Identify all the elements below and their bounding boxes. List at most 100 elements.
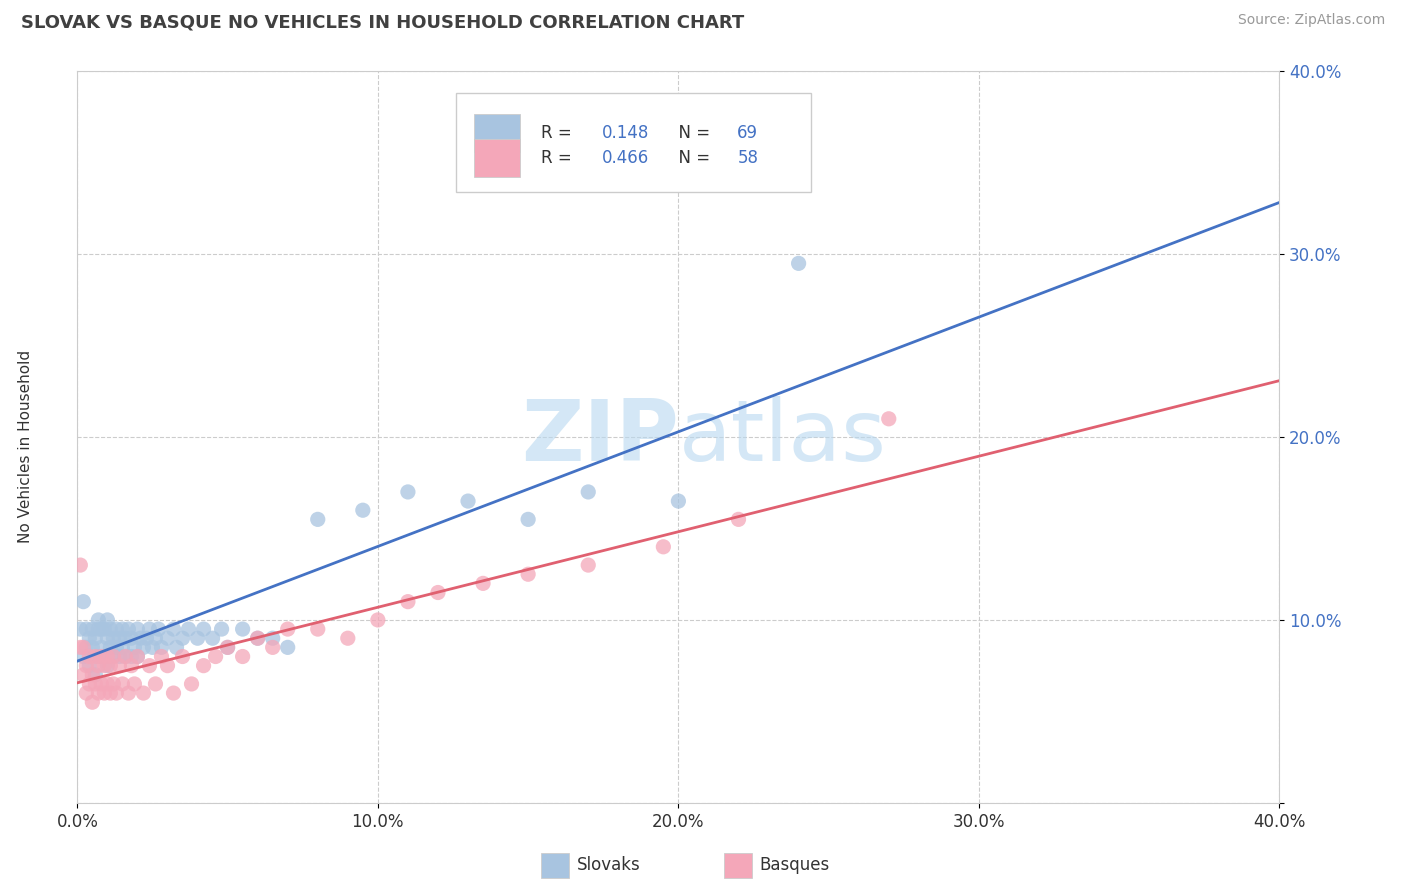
Point [124,677,146,691]
Point [124,640,146,655]
Point [150,649,173,664]
Point [96,613,118,627]
Point [90,649,112,664]
Point [82,695,104,709]
Text: ZIP: ZIP [520,395,679,479]
Point [93,622,115,636]
Text: N =: N = [668,124,714,142]
Point [72,649,94,664]
Point [336,632,359,646]
Point [120,632,142,646]
Point [105,622,128,636]
Text: 0.466: 0.466 [602,149,648,168]
Point [141,640,163,655]
Text: 58: 58 [737,149,758,168]
Text: Basques: Basques [759,856,830,874]
Point [79,632,101,646]
Point [75,622,97,636]
Point [877,412,900,426]
Text: 69: 69 [737,124,758,142]
Point [72,667,94,681]
Point [120,658,142,673]
Point [75,686,97,700]
Point [180,677,202,691]
Point [96,658,118,673]
Point [96,649,118,664]
Point [307,622,329,636]
Point [576,485,599,500]
Point [103,632,125,646]
Point [108,658,131,673]
Point [201,632,224,646]
Point [217,640,239,655]
Point [75,658,97,673]
Point [427,585,450,599]
Point [84,632,107,646]
Point [352,503,374,517]
Point [472,576,495,591]
Text: 0.148: 0.148 [602,124,648,142]
Point [668,494,690,508]
Point [652,540,675,554]
Point [90,677,112,691]
Point [246,632,269,646]
Point [82,622,104,636]
Point [87,613,110,627]
Point [75,640,97,655]
Point [69,622,91,636]
Point [96,677,118,691]
Point [87,649,110,664]
Point [150,640,173,655]
Point [111,622,134,636]
Point [727,512,749,526]
FancyBboxPatch shape [474,139,520,178]
Point [100,622,122,636]
Point [145,677,167,691]
Point [108,649,131,664]
Point [82,667,104,681]
FancyBboxPatch shape [456,94,811,192]
Point [87,686,110,700]
Point [84,667,107,681]
Point [93,686,115,700]
Point [517,512,540,526]
Text: Slovaks: Slovaks [576,856,640,874]
Point [148,622,170,636]
Point [129,632,152,646]
Point [111,640,134,655]
Point [211,622,233,636]
Point [177,622,200,636]
Point [93,658,115,673]
Point [576,558,599,573]
Point [105,640,128,655]
Text: SLOVAK VS BASQUE NO VEHICLES IN HOUSEHOLD CORRELATION CHART: SLOVAK VS BASQUE NO VEHICLES IN HOUSEHOL… [21,13,744,31]
Point [120,649,142,664]
Point [84,677,107,691]
Point [204,649,226,664]
Point [457,494,479,508]
Point [517,567,540,582]
Point [193,658,215,673]
Point [262,632,284,646]
Point [232,622,254,636]
Point [103,649,125,664]
Point [246,632,269,646]
Point [72,640,94,655]
Point [117,686,139,700]
Point [79,649,101,664]
Point [132,686,155,700]
Point [127,649,149,664]
Text: Source: ZipAtlas.com: Source: ZipAtlas.com [1237,13,1385,28]
Point [114,649,136,664]
Point [166,640,188,655]
Point [138,658,160,673]
Text: R =: R = [541,124,578,142]
Point [114,632,136,646]
Point [787,256,810,270]
Point [79,677,101,691]
Point [100,658,122,673]
Point [193,622,215,636]
Point [69,640,91,655]
Point [103,649,125,664]
Point [108,632,131,646]
